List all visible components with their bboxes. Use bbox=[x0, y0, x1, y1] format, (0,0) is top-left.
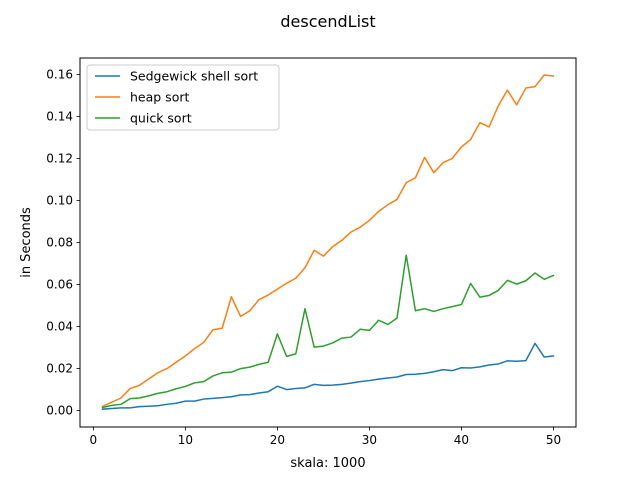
y-tick-label: 0.08 bbox=[46, 236, 73, 250]
y-axis-label: in Seconds bbox=[19, 207, 34, 278]
x-tick-label: 50 bbox=[546, 433, 561, 447]
legend: Sedgewick shell sort heap sort quick sort bbox=[86, 64, 280, 131]
x-tick-label: 0 bbox=[90, 433, 98, 447]
series-line-1 bbox=[101, 74, 555, 408]
legend-label: Sedgewick shell sort bbox=[130, 69, 258, 84]
y-tick-label: 0.12 bbox=[46, 151, 73, 165]
y-tick-label: 0.02 bbox=[46, 362, 73, 376]
y-tick-label: 0.00 bbox=[46, 404, 73, 418]
y-tick-label: 0.04 bbox=[46, 320, 73, 334]
legend-label: quick sort bbox=[130, 111, 192, 126]
chart-title: descendList bbox=[280, 12, 375, 31]
x-tick-label: 20 bbox=[270, 433, 285, 447]
y-tick-label: 0.16 bbox=[46, 67, 73, 81]
y-tick-label: 0.10 bbox=[46, 193, 73, 207]
legend-box bbox=[86, 64, 280, 131]
legend-label: heap sort bbox=[130, 90, 189, 105]
series-layer bbox=[101, 74, 555, 410]
series-line-0 bbox=[101, 342, 555, 410]
x-tick-label: 30 bbox=[362, 433, 377, 447]
x-axis-label: skala: 1000 bbox=[290, 456, 365, 471]
series-line-2 bbox=[101, 254, 555, 409]
y-axis: 0.00 0.02 0.04 0.06 0.08 0.10 0.12 0.14 0.16 bbox=[46, 67, 80, 418]
y-tick-label: 0.06 bbox=[46, 278, 73, 292]
y-tick-label: 0.14 bbox=[46, 109, 73, 123]
x-tick-label: 40 bbox=[454, 433, 469, 447]
x-axis: 0 10 20 30 40 50 bbox=[90, 427, 561, 447]
x-tick-label: 10 bbox=[178, 433, 193, 447]
